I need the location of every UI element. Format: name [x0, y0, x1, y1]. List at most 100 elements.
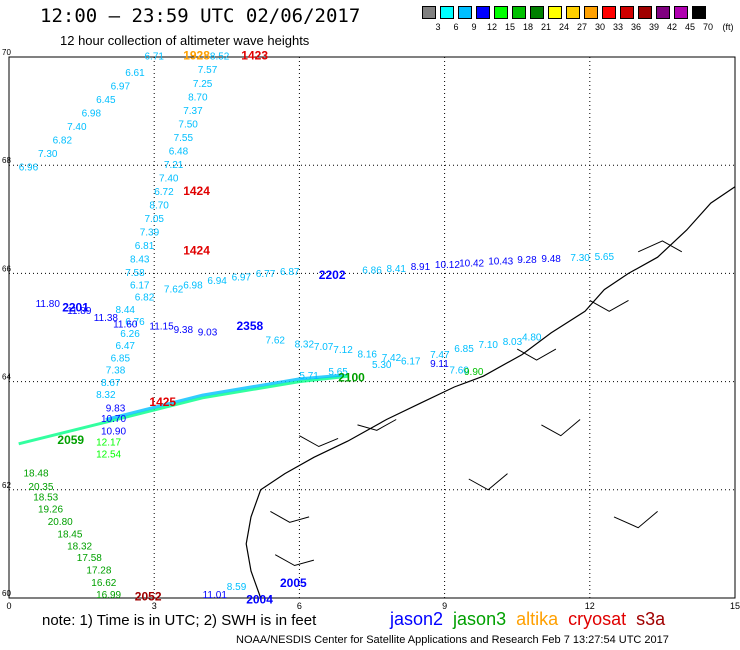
wave-height-value: 11.80: [36, 299, 61, 310]
lat-tick-label: 62: [2, 481, 11, 490]
wave-height-value: 6.98: [82, 109, 102, 120]
wave-height-value: 7.39: [140, 228, 160, 239]
time-label: 1928: [183, 49, 210, 63]
wave-height-value: 6.82: [53, 136, 73, 147]
credit-line: NOAA/NESDIS Center for Satellite Applica…: [236, 634, 669, 646]
fjord-outline: [541, 419, 581, 437]
wave-height-value: 16.99: [96, 590, 121, 601]
wave-height-value: 8.59: [227, 582, 247, 593]
wave-height-value: 10.42: [459, 258, 484, 269]
wave-height-value: 6.47: [116, 341, 136, 352]
legend-label: 27: [576, 22, 587, 32]
track-jason3-2100: [18, 374, 348, 446]
legend-swatch: [584, 6, 598, 19]
wave-height-value: 8.03: [503, 337, 523, 348]
wave-height-value: 10.70: [101, 414, 126, 425]
wave-height-value: 7.62: [164, 284, 184, 295]
wave-height-value: 6.97: [111, 82, 131, 93]
legend-swatch: [602, 6, 616, 19]
lon-tick-label: 3: [152, 601, 157, 611]
wave-height-value: 6.96: [19, 163, 39, 174]
wave-height-value: 9.11: [430, 359, 449, 370]
lat-tick-label: 60: [2, 589, 11, 598]
wave-height-value: 7.38: [106, 366, 126, 377]
wave-height-value: 6.85: [111, 354, 131, 365]
wave-height-value: 12.54: [96, 449, 121, 460]
page-title: 12:00 – 23:59 UTC 02/06/2017: [40, 5, 361, 27]
wave-height-value: 7.50: [178, 119, 198, 130]
wave-height-value: 11.60: [113, 320, 138, 331]
wave-height-value: 6.94: [207, 276, 227, 287]
wave-height-value: 7.21: [164, 160, 184, 171]
wave-height-value: 18.45: [57, 529, 82, 540]
legend-swatch: [512, 6, 526, 19]
wave-height-value: 7.30: [38, 149, 58, 160]
wave-height-value: 6.26: [120, 329, 140, 340]
wave-height-value: 7.37: [183, 106, 203, 117]
time-label: 1424: [183, 244, 210, 258]
wave-height-value: 8.43: [130, 255, 150, 266]
lat-tick-label: 70: [2, 48, 11, 57]
fjord-outline: [299, 435, 339, 448]
wave-height-value: 4.80: [522, 333, 542, 344]
legend-label: 33: [612, 22, 623, 32]
legend-label: 15: [504, 22, 515, 32]
wave-height-value: 5.30: [372, 360, 392, 371]
wave-height-value: 7.42: [382, 353, 402, 364]
wave-height-value: 10.43: [488, 257, 513, 268]
wave-height-value: 7.47: [430, 350, 450, 361]
legend-label: 21: [540, 22, 551, 32]
wave-height-value: 7.25: [193, 79, 213, 90]
wave-height-value: 20.80: [48, 517, 73, 528]
lon-tick-label: 0: [6, 601, 11, 611]
wave-height-value: 6.61: [125, 68, 145, 79]
time-label: 2202: [319, 268, 346, 282]
wave-height-value: 8.32: [295, 340, 315, 351]
legend-swatch: [638, 6, 652, 19]
wave-height-value: 6.17: [130, 281, 150, 292]
wave-height-value: 6.77: [256, 269, 276, 280]
legend-swatch: [566, 6, 580, 19]
wave-height-value: 8.44: [116, 305, 136, 316]
satellite-cryosat: cryosat: [568, 609, 627, 629]
wave-height-value: 8.70: [149, 201, 169, 212]
lon-tick-label: 6: [297, 601, 302, 611]
wave-height-value: 8.16: [358, 349, 378, 360]
lon-tick-label: 9: [442, 601, 447, 611]
satellite-jason3: jason3: [453, 609, 507, 629]
wave-height-value: 6.45: [96, 95, 116, 106]
wave-height-value: 6.17: [401, 356, 421, 367]
fjord-outline: [613, 511, 658, 529]
wave-height-value: 18.48: [24, 468, 49, 479]
lat-tick-label: 66: [2, 264, 11, 273]
time-label: 2201: [62, 300, 89, 314]
wave-height-value: 18.32: [67, 541, 92, 552]
wave-height-value: 6.87: [280, 267, 300, 278]
wave-height-value: 11.89: [67, 306, 92, 317]
fjord-outline: [468, 473, 508, 491]
wave-height-value: 6.85: [454, 344, 474, 355]
coastline: [245, 186, 736, 599]
wave-height-value: 9.90: [464, 367, 484, 378]
legend-swatch: [548, 6, 562, 19]
legend-swatch: [476, 6, 490, 19]
wave-height-value: 8.41: [387, 264, 407, 275]
wave-height-value: 10.90: [101, 427, 126, 438]
wave-height-value: 17.58: [77, 553, 102, 564]
fjord-outline: [357, 419, 397, 431]
track-jason2-2358: [105, 373, 344, 421]
wave-height-value: 5.71: [299, 371, 319, 382]
wave-height-value: 10.12: [435, 260, 460, 271]
wave-height-value: 18.53: [33, 493, 58, 504]
legend-swatch: [422, 6, 436, 19]
time-label: 2100: [338, 371, 365, 385]
fjord-outline: [270, 510, 310, 523]
legend-label: 18: [522, 22, 533, 32]
legend-label: 39: [648, 22, 659, 32]
wave-height-value: 7.40: [159, 173, 179, 184]
wave-height-value: 8.70: [188, 92, 208, 103]
legend-label: 70: [702, 22, 713, 32]
wave-height-value: 6.98: [183, 281, 203, 292]
footnote: note: 1) Time is in UTC; 2) SWH is in fe…: [42, 612, 317, 629]
